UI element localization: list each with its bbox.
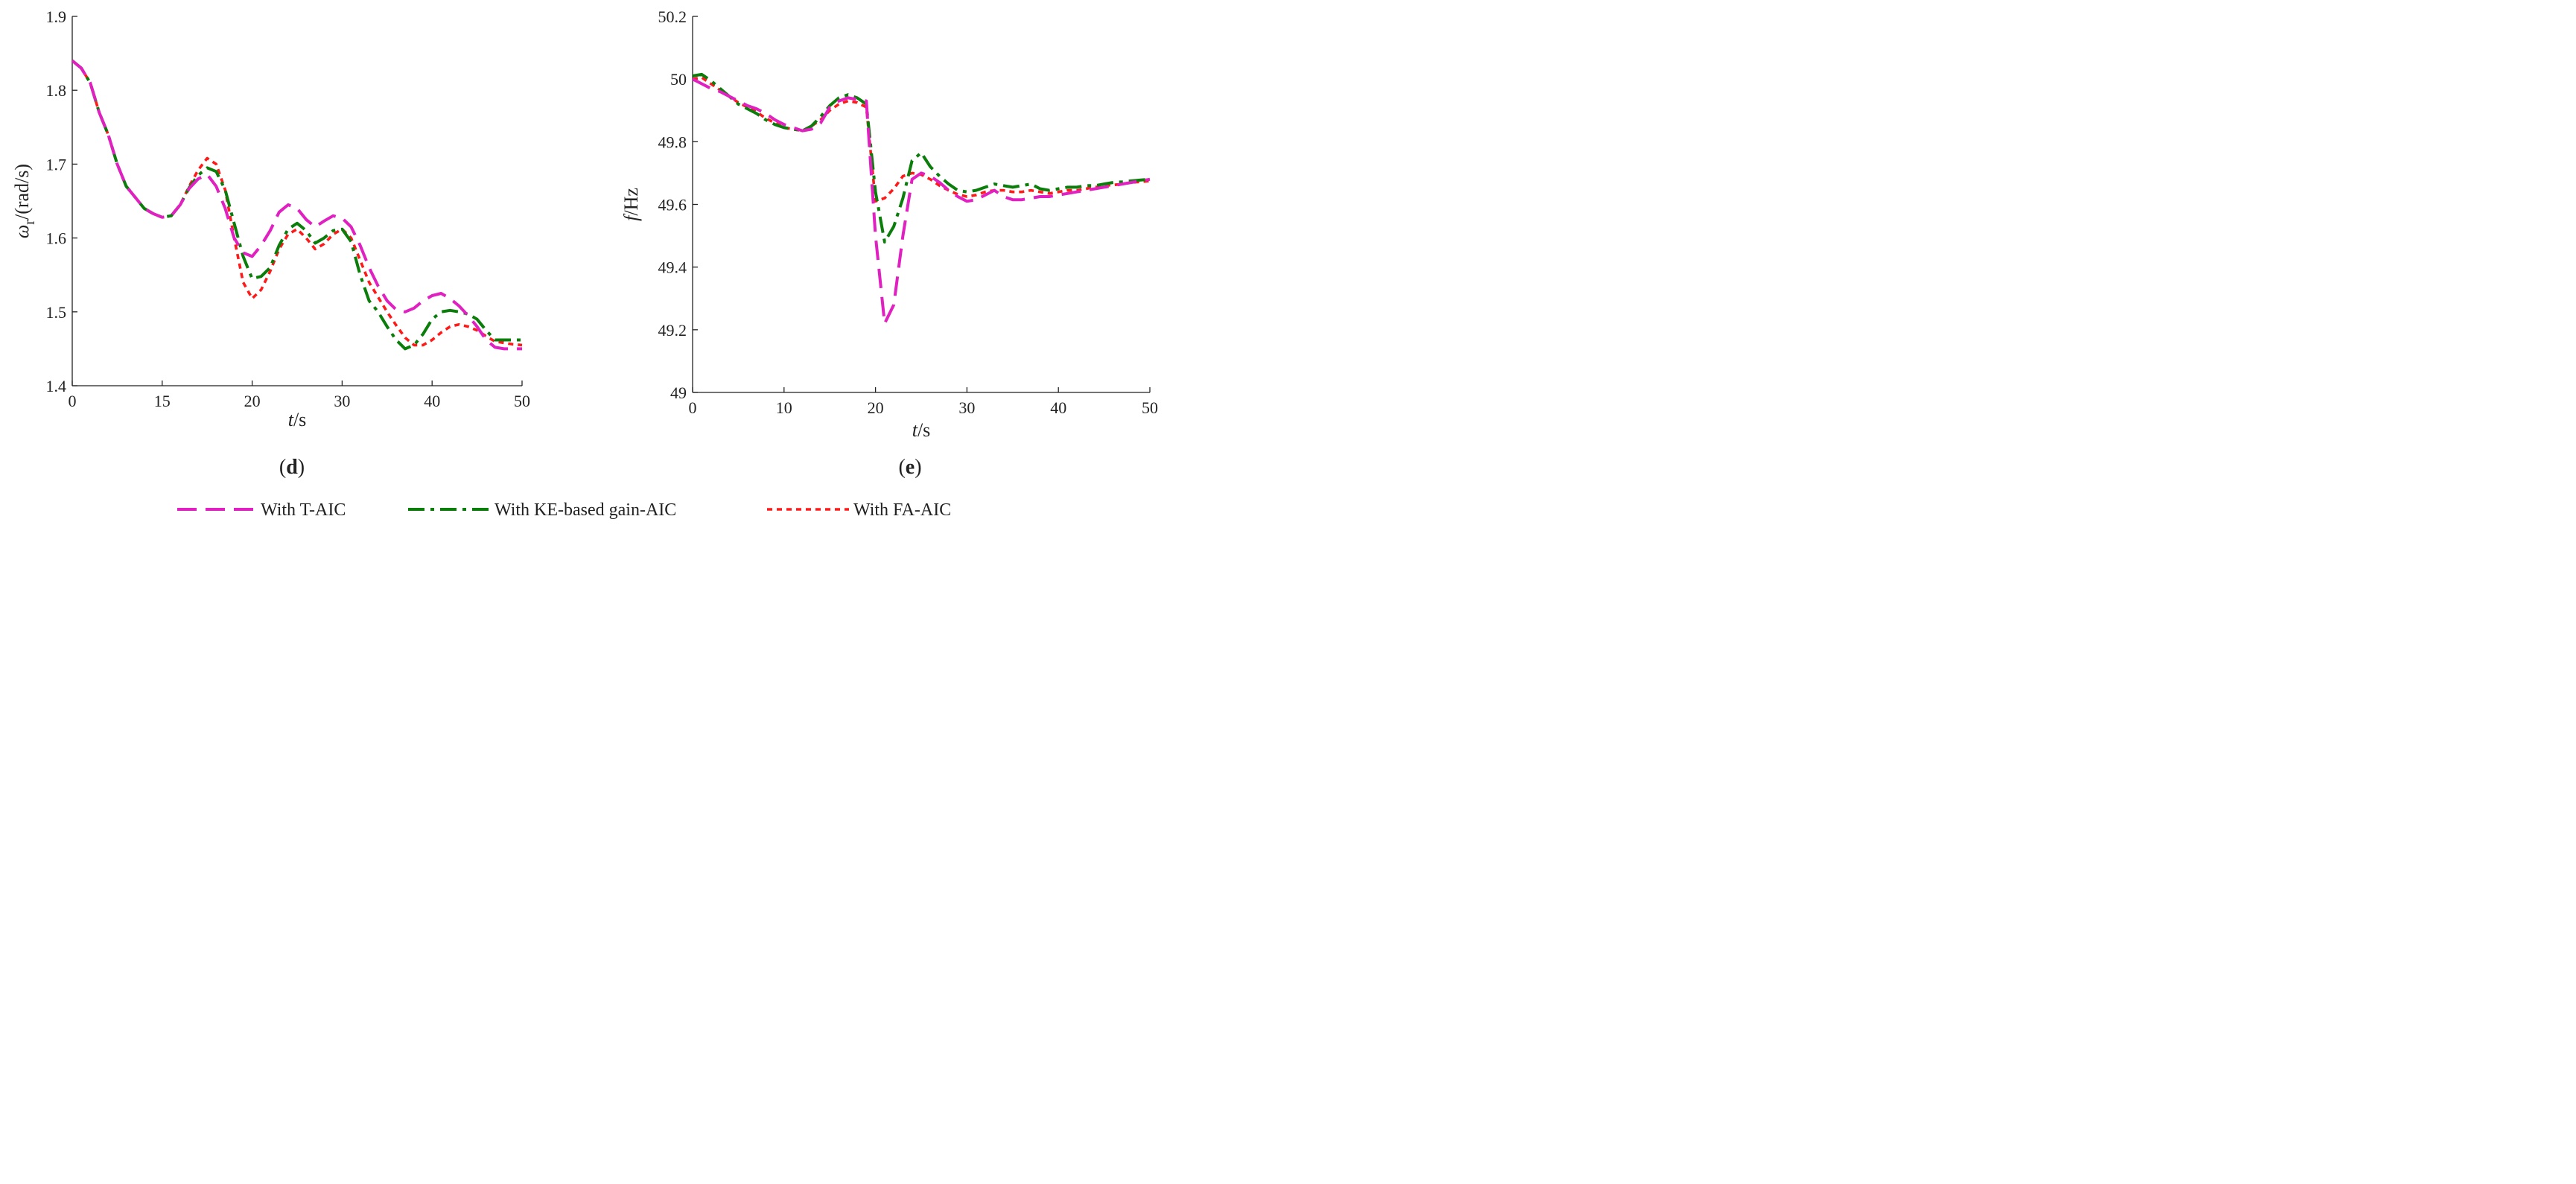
panel-label: (e) — [898, 456, 921, 479]
y-tick-label: 49.6 — [658, 196, 687, 214]
y-tick-label: 1.8 — [46, 81, 67, 100]
series-line-ke-aic — [692, 72, 1151, 244]
chart-panel-e: 49 49.2 49.4 49.6 49.8 50 50.2 0 10 20 30 40 50 t/s f/… — [620, 7, 1158, 479]
y-tick-label: 1.7 — [46, 155, 67, 174]
x-tick-label: 15 — [154, 392, 171, 410]
chart-panel-d: 1.4 1.5 1.6 1.7 1.8 1.9 0 15 20 30 40 50 t/s ωr/(rad/… — [11, 7, 530, 479]
legend-label: With T-AIC — [261, 500, 346, 520]
panel-label: (d) — [279, 456, 305, 479]
x-tick-label: 50 — [514, 392, 530, 410]
y-tick-label: 50 — [670, 70, 687, 89]
x-tick-label: 0 — [689, 398, 697, 417]
y-tick-label: 1.5 — [46, 303, 67, 322]
legend-label: With KE-based gain-AIC — [494, 500, 676, 520]
x-tick-label: 40 — [1050, 398, 1066, 417]
x-tick-label: 40 — [424, 392, 440, 410]
x-axis-title: t/s — [288, 409, 307, 430]
y-tick-label: 50.2 — [658, 7, 687, 26]
y-tick-label: 49.8 — [658, 133, 687, 151]
x-tick-label: 30 — [958, 398, 975, 417]
x-tick-label: 0 — [69, 392, 77, 410]
x-tick-label: 20 — [868, 398, 884, 417]
y-tick-label: 1.6 — [46, 229, 67, 248]
figure: 1.4 1.5 1.6 1.7 1.8 1.9 0 15 20 30 40 50 t/s ωr/(rad/… — [11, 7, 1158, 520]
legend-label: With FA-AIC — [853, 500, 951, 520]
x-axis-title: t/s — [912, 419, 931, 441]
series-line-ke-aic — [71, 59, 522, 351]
x-tick-label: 30 — [334, 392, 350, 410]
series-line-fa-aic — [692, 76, 1151, 203]
x-tick-label: 20 — [244, 392, 261, 410]
y-tick-label: 1.4 — [46, 377, 67, 395]
series-line-t-aic — [692, 77, 1151, 325]
y-axis-title: f/Hz — [620, 188, 642, 221]
x-tick-label: 10 — [776, 398, 792, 417]
y-axis-title: ωr/(rad/s) — [11, 164, 38, 238]
x-tick-label: 50 — [1142, 398, 1158, 417]
y-tick-label: 49.2 — [658, 321, 687, 340]
y-tick-label: 49.4 — [658, 258, 687, 277]
series-line-fa-aic — [71, 60, 523, 347]
legend: With T-AIC With KE-based gain-AIC With FA-… — [177, 500, 951, 520]
y-tick-label: 49 — [670, 383, 687, 402]
y-tick-label: 1.9 — [46, 7, 67, 26]
series-line-t-aic — [71, 59, 522, 351]
